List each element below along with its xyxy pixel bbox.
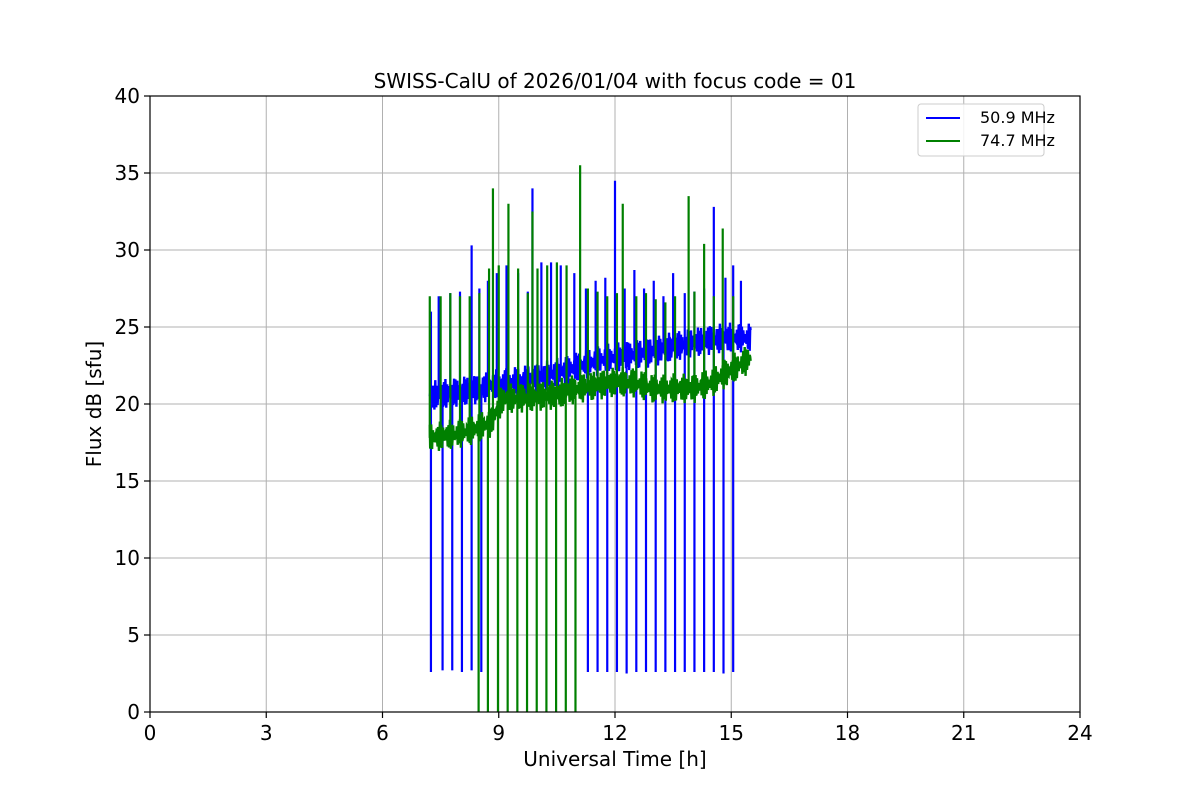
legend-label: 74.7 MHz xyxy=(980,131,1055,150)
x-tick-label: 0 xyxy=(144,721,157,745)
x-tick-label: 24 xyxy=(1067,721,1092,745)
y-tick-label: 5 xyxy=(127,623,140,647)
x-tick-label: 6 xyxy=(376,721,389,745)
y-tick-label: 10 xyxy=(115,546,140,570)
x-tick-label: 3 xyxy=(260,721,273,745)
x-tick-label: 15 xyxy=(719,721,744,745)
y-tick-label: 15 xyxy=(115,469,140,493)
y-tick-label: 30 xyxy=(115,238,140,262)
series-1 xyxy=(428,165,752,712)
series-line xyxy=(428,322,752,410)
x-tick-label: 9 xyxy=(492,721,505,745)
y-tick-label: 40 xyxy=(115,84,140,108)
y-tick-label: 20 xyxy=(115,392,140,416)
y-tick-label: 35 xyxy=(115,161,140,185)
y-tick-label: 0 xyxy=(127,700,140,724)
series-line xyxy=(428,346,752,451)
y-tick-label: 25 xyxy=(115,315,140,339)
y-axis: 0 5 10 15 20 25 30 35 40 xyxy=(115,84,150,724)
x-axis: 0 3 6 9 12 15 18 21 24 xyxy=(144,712,1093,745)
legend-label: 50.9 MHz xyxy=(980,108,1055,127)
x-tick-label: 18 xyxy=(835,721,860,745)
x-tick-label: 21 xyxy=(951,721,976,745)
x-axis-label: Universal Time [h] xyxy=(523,747,706,771)
x-tick-label: 12 xyxy=(602,721,627,745)
legend: 50.9 MHz 74.7 MHz xyxy=(917,103,1055,157)
y-axis-label: Flux dB [sfu] xyxy=(82,341,106,467)
plot-area xyxy=(428,165,752,712)
chart-title: SWISS-CalU of 2026/01/04 with focus code… xyxy=(374,69,857,93)
